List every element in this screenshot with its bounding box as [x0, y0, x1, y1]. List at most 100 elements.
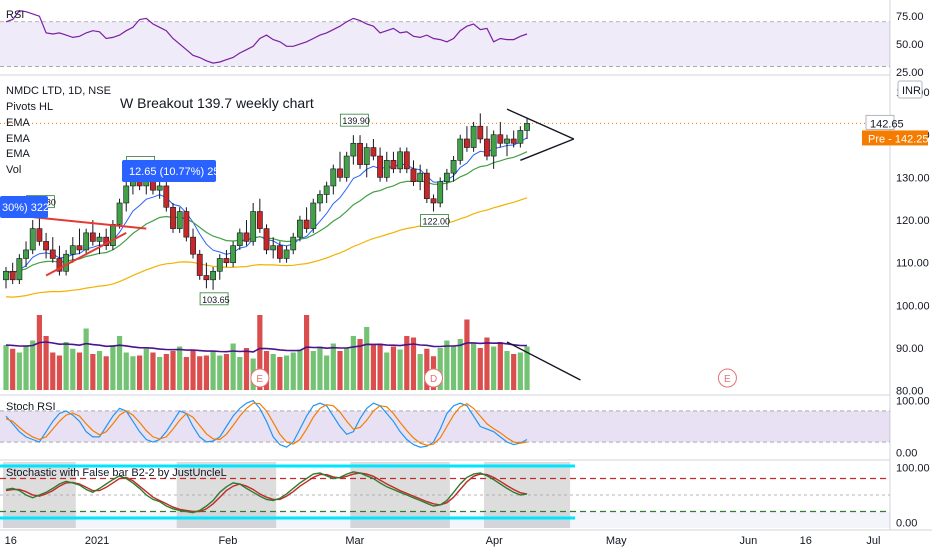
time-axis-tick: 16 — [5, 535, 17, 547]
candle-body — [49, 249, 56, 259]
candle-body — [123, 185, 130, 204]
volume-bar — [390, 346, 397, 390]
pivot-label-box — [420, 214, 449, 227]
candle-body — [243, 232, 250, 242]
indicator-label-2: EMA — [6, 117, 31, 129]
volume-bar — [497, 342, 503, 390]
volume-bar — [90, 354, 96, 390]
candle-body — [203, 275, 210, 281]
volume-bar — [170, 351, 176, 390]
candle-body — [223, 258, 230, 264]
candle-body — [256, 211, 263, 229]
candle-body — [397, 151, 404, 170]
candle-body — [484, 138, 490, 157]
candle-body — [417, 172, 424, 182]
stoch-rsi-axis-tick: 0.00 — [896, 447, 917, 459]
volume-bar — [130, 356, 136, 390]
rsi-label: RSI — [6, 9, 24, 21]
price-axis-tick: 130.00 — [896, 172, 930, 184]
candle-body — [36, 228, 43, 242]
stoch-rsi-k-line — [5, 399, 528, 448]
volume-bar — [157, 357, 163, 390]
candle-body — [183, 211, 190, 238]
price-axis-tick: 80.00 — [896, 386, 924, 398]
event-marker-label: E — [724, 374, 731, 385]
volume-bar — [384, 352, 390, 390]
time-axis-tick: Feb — [218, 535, 237, 547]
event-marker — [424, 368, 444, 388]
candle-body — [89, 232, 96, 242]
candle-body — [370, 147, 377, 157]
candle-body — [343, 155, 350, 178]
volume-bar — [330, 343, 336, 390]
time-axis-tick: 2021 — [85, 535, 109, 547]
volume-bar — [30, 340, 36, 390]
volume-bar — [76, 352, 83, 390]
volume-bar — [337, 351, 343, 390]
candle-body — [490, 134, 497, 157]
candle-body — [230, 245, 237, 264]
candle-body — [69, 245, 76, 255]
volume-bar — [263, 351, 270, 390]
volume-bar — [511, 354, 517, 390]
volume-bar — [297, 349, 303, 390]
time-axis-tick: 16 — [800, 535, 812, 547]
callout-gain-text: 12.65 (10.77%) 253 — [129, 166, 226, 178]
candle-body — [276, 245, 283, 259]
candle-body — [263, 228, 270, 251]
candle-body — [357, 142, 363, 165]
candle-body — [377, 155, 383, 178]
volume-bar — [437, 348, 443, 390]
volume-bar — [183, 357, 189, 390]
price-axis-tick: 100.00 — [896, 300, 930, 312]
volume-bar — [424, 348, 430, 390]
time-axis-tick: May — [606, 535, 627, 547]
candle-body — [250, 211, 257, 242]
candle-body — [176, 211, 183, 229]
candle-body — [63, 253, 70, 272]
currency-box[interactable] — [897, 80, 923, 99]
currency-label: INR — [902, 85, 921, 97]
callout-left: 30%) 322 — [0, 196, 49, 218]
volume-bar — [10, 348, 16, 390]
volume-bar — [464, 319, 470, 390]
volume-bar — [63, 342, 69, 390]
candle-body — [317, 194, 323, 204]
candle-body — [170, 206, 176, 229]
candle-body — [43, 241, 49, 251]
pivot-label-box — [339, 113, 369, 127]
candle-body — [109, 224, 116, 246]
candle-body — [437, 181, 444, 204]
volume-bar — [96, 351, 103, 390]
volume-bar — [210, 351, 216, 390]
candle-body — [283, 249, 290, 259]
indicator-label-4: EMA — [6, 148, 31, 160]
time-axis-tick: Jul — [866, 535, 880, 547]
volume-bar — [177, 346, 183, 390]
volume-bar — [56, 355, 63, 390]
volume-bar — [417, 354, 423, 390]
candle-body — [163, 185, 170, 208]
stochastic-pane — [0, 462, 890, 528]
volume-bar — [23, 346, 29, 390]
candle-body — [464, 138, 470, 148]
candle-body — [363, 147, 370, 165]
volume-bar — [243, 348, 250, 390]
candle-body — [56, 258, 63, 272]
volume-bar — [223, 354, 230, 390]
event-marker-label: D — [430, 374, 437, 385]
volume-bar — [377, 343, 383, 390]
rsi-axis-tick: 25.00 — [896, 67, 924, 79]
volume-bar — [350, 336, 356, 390]
price-axis-tick: 110.00 — [896, 258, 929, 270]
volume-bar — [3, 345, 9, 390]
candle-body — [310, 202, 317, 229]
trendline-black-top — [506, 108, 575, 140]
stoch-rsi-axis-tick: 100.00 — [896, 396, 930, 408]
candle-body — [16, 258, 23, 281]
pre-market-label: Pre - 142.25 — [868, 133, 929, 145]
price-axis-tick: 90.00 — [896, 343, 924, 355]
candle-body — [430, 198, 437, 204]
